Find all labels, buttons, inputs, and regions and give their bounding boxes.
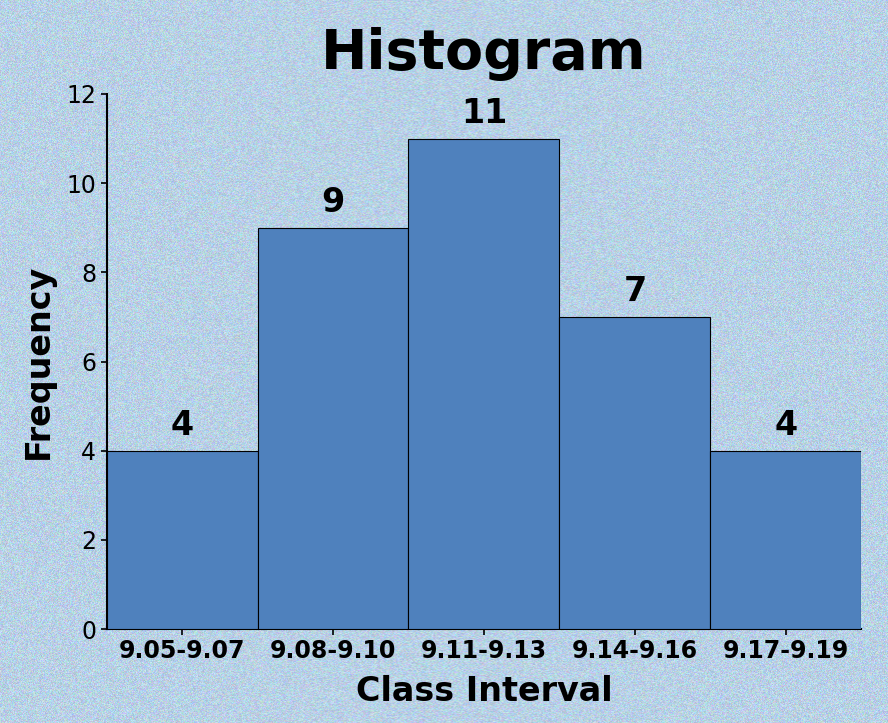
Bar — [258, 228, 408, 629]
Title: Histogram: Histogram — [321, 27, 646, 81]
Text: 7: 7 — [623, 275, 646, 308]
Bar — [559, 317, 710, 629]
X-axis label: Class Interval: Class Interval — [356, 675, 612, 708]
Bar — [408, 139, 559, 629]
Y-axis label: Frequency: Frequency — [22, 264, 55, 459]
Text: 9: 9 — [321, 186, 345, 219]
Text: 11: 11 — [461, 97, 507, 129]
Bar — [107, 450, 258, 629]
Bar — [710, 450, 861, 629]
Text: 4: 4 — [170, 408, 194, 442]
Text: 4: 4 — [774, 408, 797, 442]
